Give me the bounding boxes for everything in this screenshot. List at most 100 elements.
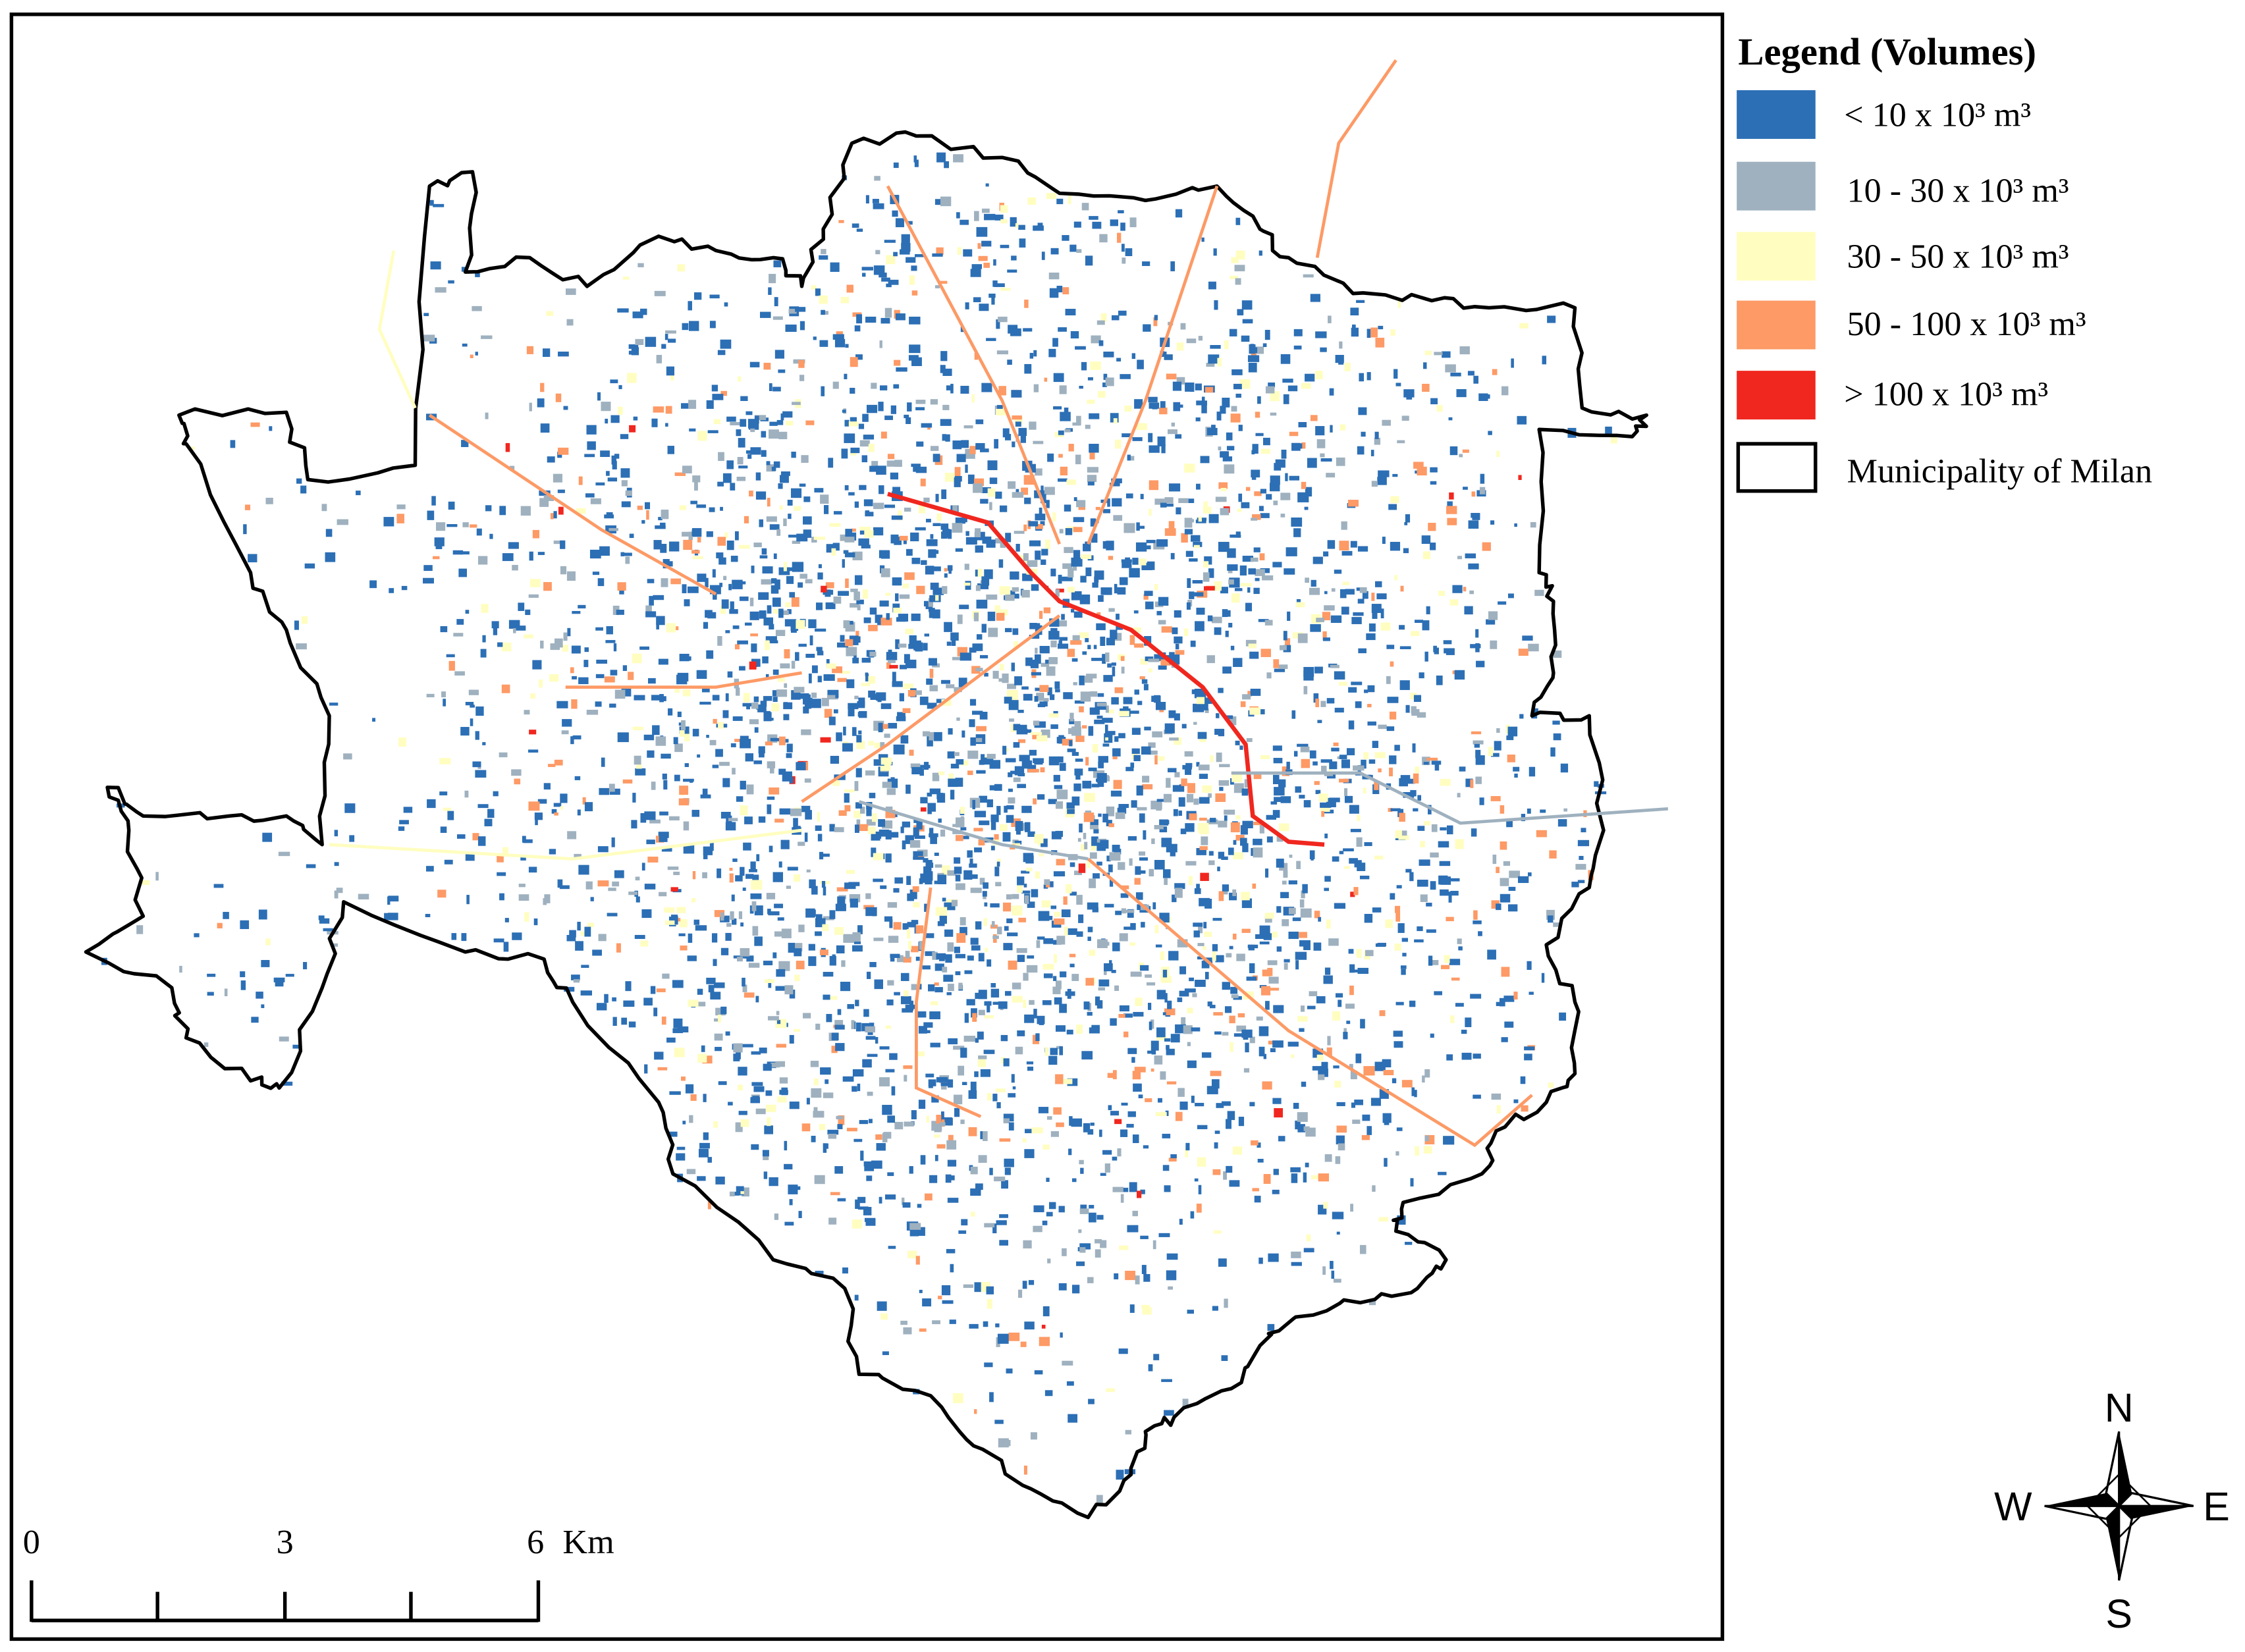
building (1164, 1008, 1176, 1015)
building (1070, 331, 1079, 338)
building (1102, 654, 1106, 664)
building (938, 771, 945, 776)
building (945, 434, 950, 442)
building (753, 543, 762, 547)
building (771, 703, 780, 712)
building (1320, 805, 1330, 812)
building (1071, 796, 1080, 806)
compass (2044, 1431, 2194, 1581)
building (1180, 323, 1186, 330)
building (1179, 966, 1187, 974)
building (830, 996, 838, 1000)
building (1029, 421, 1037, 430)
building (960, 385, 969, 394)
building (1033, 1205, 1044, 1213)
building (1357, 814, 1361, 821)
building (726, 416, 736, 422)
building (1095, 506, 1100, 510)
building (788, 308, 797, 314)
building (1447, 501, 1453, 509)
building (1336, 1231, 1340, 1235)
building (1175, 209, 1183, 218)
building (1008, 960, 1017, 970)
building (979, 654, 988, 658)
building (485, 412, 489, 419)
building (453, 633, 464, 637)
building (543, 495, 554, 501)
building (1077, 838, 1081, 842)
building (1273, 1005, 1284, 1013)
building (783, 702, 788, 707)
building (1248, 643, 1257, 649)
building (1083, 813, 1095, 822)
building (885, 1194, 896, 1200)
building (1468, 563, 1479, 570)
building (1438, 841, 1449, 848)
legend-label: > 100 x 10³ m³ (1844, 375, 2048, 413)
building (1104, 724, 1108, 733)
building (828, 1133, 837, 1139)
building (429, 200, 434, 206)
building (864, 529, 874, 538)
building (560, 540, 566, 549)
building (655, 736, 666, 746)
building (1048, 631, 1060, 640)
building (1212, 918, 1222, 921)
building (580, 931, 587, 936)
building (1380, 622, 1391, 631)
building (1532, 708, 1538, 713)
building (902, 840, 906, 849)
building (1270, 412, 1277, 416)
building (1183, 1025, 1193, 1034)
building (616, 609, 624, 615)
building (1095, 996, 1100, 1006)
building (905, 659, 917, 668)
building (1141, 679, 1148, 684)
building (477, 765, 481, 769)
building (617, 308, 629, 313)
building (925, 1193, 933, 1201)
building (1424, 651, 1428, 662)
building (1103, 352, 1114, 358)
building (1113, 515, 1123, 521)
building (749, 905, 754, 914)
building (990, 821, 996, 830)
building (898, 643, 907, 648)
building (715, 1007, 726, 1016)
building (1226, 432, 1233, 440)
building (820, 494, 829, 504)
building (622, 779, 633, 784)
building (396, 514, 404, 523)
building (1170, 1154, 1177, 1159)
building (1074, 870, 1082, 876)
building (1405, 778, 1415, 784)
building (1251, 518, 1258, 521)
building (763, 961, 773, 966)
building (553, 803, 562, 807)
building (886, 283, 892, 288)
building (873, 759, 884, 766)
building (1514, 523, 1517, 527)
building (609, 784, 615, 792)
building (869, 1119, 873, 1123)
building (618, 385, 622, 389)
building (992, 935, 999, 940)
building (960, 807, 965, 814)
building (913, 466, 917, 472)
building (865, 1026, 876, 1033)
building (265, 938, 271, 946)
building (996, 319, 1000, 329)
building (1097, 939, 1108, 948)
building (1242, 820, 1253, 828)
building (925, 933, 934, 938)
building (819, 1123, 825, 1131)
building (1195, 979, 1206, 987)
building (1162, 1133, 1171, 1138)
building (1211, 1079, 1220, 1089)
building (278, 851, 290, 857)
building (1071, 974, 1079, 981)
building (949, 1175, 955, 1181)
building (847, 620, 853, 625)
building (1396, 885, 1402, 889)
building (1339, 851, 1344, 855)
